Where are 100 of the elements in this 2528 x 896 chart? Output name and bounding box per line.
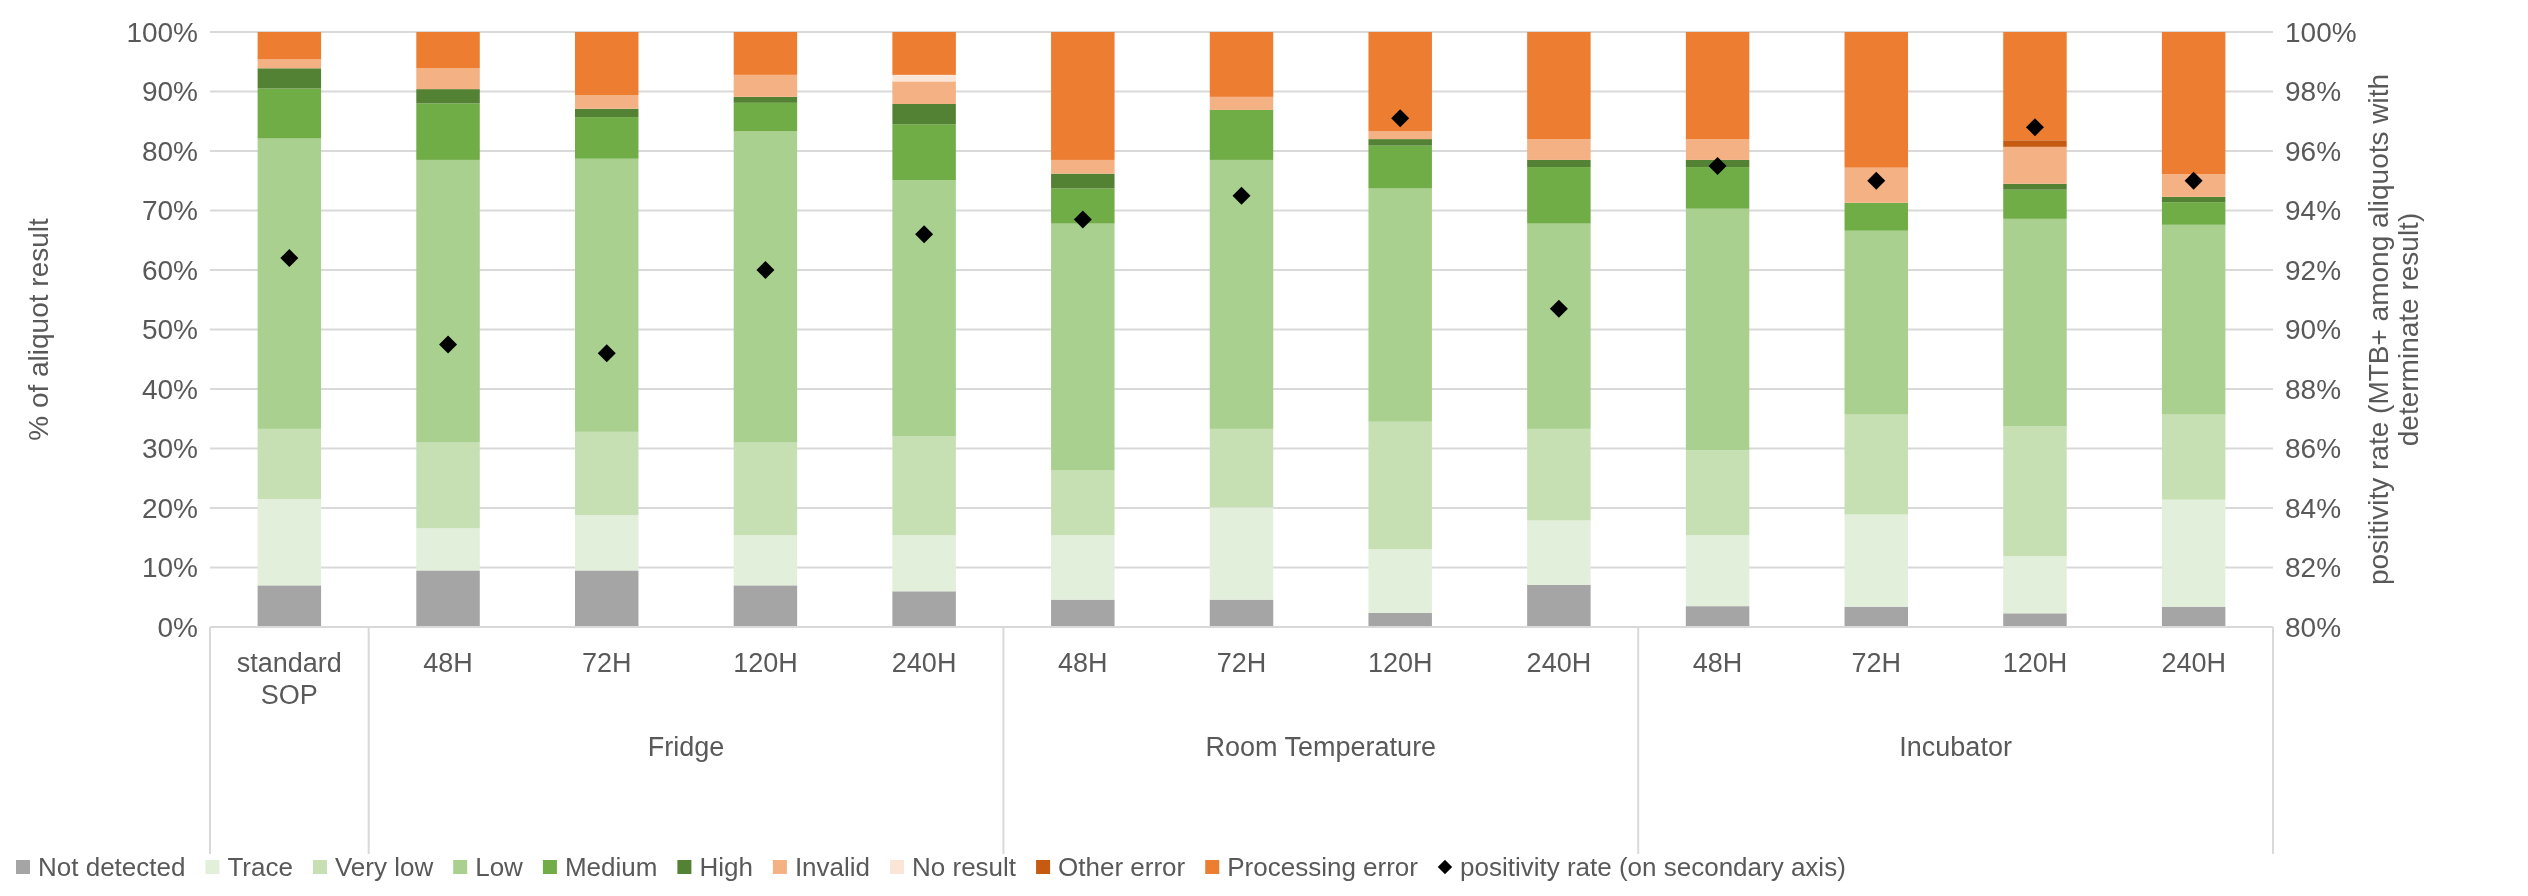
bar [574, 515, 639, 571]
point [597, 344, 616, 363]
bar [574, 570, 639, 627]
bar [1685, 606, 1750, 627]
bar [1051, 470, 1115, 536]
bar [574, 117, 639, 159]
bar [733, 131, 798, 443]
point [1073, 210, 1092, 229]
bar [1527, 32, 1591, 140]
bar [892, 436, 956, 536]
x-tick-label: 48H [1692, 648, 1743, 678]
point [2025, 118, 2044, 137]
bar [733, 102, 798, 132]
bar [892, 535, 956, 592]
legend-label: Invalid [794, 852, 871, 882]
bar [257, 428, 322, 500]
y-tick-label: 40% [141, 373, 198, 405]
y2-tick-label: 86% [2285, 433, 2342, 465]
bar [1844, 167, 1909, 203]
bar [892, 104, 956, 125]
bar [2003, 140, 2067, 147]
x-tick-label: 72H [581, 648, 632, 678]
bar [2161, 414, 2226, 500]
y2-tick-label: 92% [2285, 254, 2342, 286]
y2-tick-label: 90% [2285, 314, 2342, 346]
bar [733, 442, 798, 536]
bar [1209, 96, 1274, 110]
legend-label: Other error [1058, 852, 1186, 882]
bar [257, 499, 322, 586]
bar [2161, 606, 2226, 627]
bar [574, 32, 639, 96]
bar [257, 88, 322, 139]
bar [2161, 202, 2226, 225]
bar [892, 591, 956, 627]
bar [892, 74, 956, 82]
y-tick-label: 60% [141, 254, 198, 286]
bar [2003, 556, 2067, 614]
bar [733, 32, 798, 75]
bar [2003, 146, 2067, 184]
y2-tick-label: 100% [2285, 16, 2357, 48]
bar [733, 74, 798, 97]
bar [416, 32, 480, 69]
x-tick-label: 48H [423, 648, 473, 678]
bar [1368, 32, 1432, 132]
x-tick-label: 72H [1216, 648, 1267, 678]
y-tick-label: 70% [141, 195, 198, 227]
text: Fridge [647, 732, 725, 762]
bar [2161, 499, 2226, 607]
bar [1368, 549, 1432, 613]
bar [2161, 32, 2226, 175]
bar [892, 180, 956, 437]
point [280, 249, 299, 268]
legend-label: positivity rate (on secondary axis) [1459, 852, 1846, 882]
y2-tick-label: 94% [2285, 195, 2342, 227]
bar [1844, 514, 1909, 607]
bar [733, 585, 798, 627]
bar [892, 124, 956, 181]
bar [416, 528, 480, 571]
x-tick-label: standard SOP [236, 648, 342, 711]
legend-label: No result [912, 852, 1017, 882]
bar [416, 89, 480, 104]
bar [1368, 421, 1432, 550]
bar [1368, 188, 1432, 422]
bar [1527, 520, 1591, 585]
legend-label: Low [475, 852, 524, 882]
legend-label: Medium [564, 852, 658, 882]
bar [416, 68, 480, 90]
y2-tick-label: 88% [2285, 373, 2342, 405]
bar [1051, 223, 1115, 471]
text: Room Temperature [1205, 732, 1437, 762]
bar [1368, 145, 1432, 189]
bar [1051, 159, 1115, 174]
bar [1368, 139, 1432, 146]
bar [2003, 218, 2067, 427]
bar [1685, 167, 1750, 209]
y-tick-label: 100% [126, 16, 198, 48]
y2-tick-label: 96% [2285, 135, 2342, 167]
bar [1685, 450, 1750, 536]
bar [1844, 606, 1909, 627]
bar [257, 68, 322, 89]
bar [257, 138, 322, 429]
x-tick-label: 120H [2002, 648, 2068, 678]
y2-tick-label: 98% [2285, 76, 2342, 108]
bar [1368, 131, 1432, 140]
text: Incubator [1899, 732, 2012, 762]
point [439, 335, 458, 354]
y2-tick-label: 82% [2285, 552, 2342, 584]
y-tick-label: 50% [141, 314, 198, 346]
bar [1527, 223, 1591, 429]
y-tick-label: 10% [141, 552, 198, 584]
bar [892, 81, 956, 104]
point [1549, 299, 1568, 318]
bar [1844, 202, 1909, 231]
bar [1209, 109, 1274, 160]
bar [1209, 428, 1274, 508]
point [1232, 186, 1251, 205]
point [756, 261, 775, 279]
bar [2003, 426, 2067, 557]
y-tick-label: 0% [157, 611, 198, 643]
x-tick-label: 240H [2161, 648, 2226, 678]
